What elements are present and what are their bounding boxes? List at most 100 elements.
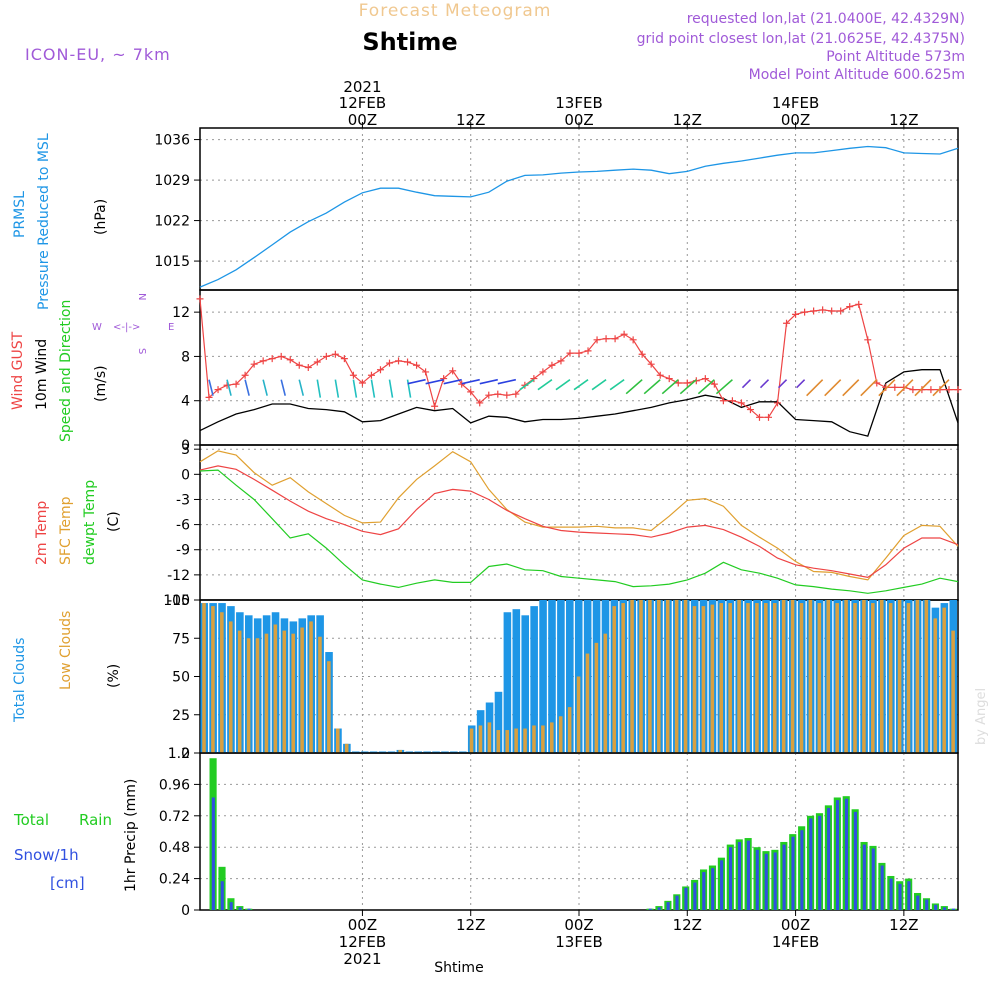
- low-clouds-bar: [335, 728, 340, 753]
- low-clouds-bar: [585, 653, 590, 753]
- wind-direction-arrow: [625, 379, 643, 395]
- snow-bar: [818, 815, 822, 910]
- total-clouds-bar: [378, 751, 387, 753]
- snow-bar: [871, 848, 875, 910]
- low-clouds-bar: [719, 603, 724, 753]
- gust-marker: [259, 357, 267, 365]
- snow-unit: [cm]: [50, 874, 85, 892]
- snow-bar: [684, 887, 688, 910]
- snow-bar: [238, 907, 242, 910]
- snow-bar: [907, 881, 911, 910]
- clouds-unit: (%): [106, 664, 122, 688]
- wind-direction-arrow: [497, 378, 517, 385]
- y-tick-label: 0.48: [159, 840, 190, 856]
- gust-marker: [647, 360, 655, 368]
- gust-marker: [232, 380, 240, 388]
- gust-marker: [620, 330, 628, 338]
- top-date-label: 13FEB: [555, 94, 602, 112]
- wind-direction-arrow: [280, 379, 286, 396]
- direction-label: Speed and Direction: [58, 300, 74, 442]
- prmsl-label: PRMSL: [12, 191, 28, 238]
- watermark: by Angel: [974, 688, 989, 745]
- wind-direction-arrow: [591, 379, 607, 391]
- wind-direction-arrow: [262, 379, 268, 396]
- gust-marker: [954, 386, 962, 394]
- low-clouds-bar: [291, 633, 295, 753]
- low-clouds-bar: [630, 600, 634, 753]
- model-label: ICON-EU, ~ 7km: [25, 45, 171, 64]
- gust-marker: [241, 371, 249, 379]
- gust-marker: [900, 383, 908, 391]
- y-tick-label: 0: [181, 467, 190, 483]
- panel-frame: [199, 444, 959, 601]
- snow-bar: [693, 882, 697, 910]
- top-hour-label: 00Z: [781, 111, 810, 129]
- y-tick-label: 0: [181, 903, 190, 919]
- low-clouds-bar: [648, 600, 652, 753]
- snow-bar: [773, 852, 777, 910]
- y-tick-label: 1022: [154, 214, 190, 230]
- low-clouds-bar: [398, 749, 402, 753]
- snow-bar: [657, 907, 661, 910]
- y-tick-label: 100: [163, 593, 190, 609]
- model-altitude: Model Point Altitude 600.625m: [749, 67, 965, 83]
- total-clouds-bar: [352, 751, 360, 753]
- y-tick-label: 0.72: [159, 809, 190, 825]
- total-clouds-bar: [512, 609, 521, 753]
- y-tick-label: 4: [181, 394, 190, 410]
- gust-marker: [422, 368, 430, 376]
- top-hour-label: 00Z: [348, 111, 377, 129]
- low-clouds-bar: [603, 633, 608, 753]
- low-clouds-bar: [781, 600, 786, 753]
- snow-bar: [791, 836, 795, 910]
- low-clouds-bar: [657, 600, 661, 753]
- total-clouds-label: Total Clouds: [12, 638, 28, 723]
- y-tick-label: 1029: [154, 173, 190, 189]
- wind-unit: (m/s): [93, 365, 109, 402]
- compass-w: W: [92, 322, 102, 333]
- low-clouds-bar: [344, 743, 349, 753]
- low-clouds-bar: [264, 633, 269, 753]
- low-clouds-bar: [737, 600, 741, 753]
- wind-direction-arrow: [643, 379, 661, 395]
- snow-bar: [229, 902, 233, 910]
- total-clouds-bar: [459, 751, 467, 753]
- gust-label: Wind GUST: [10, 331, 26, 410]
- snow-bar: [711, 868, 715, 910]
- low-clouds-bar: [772, 603, 777, 753]
- gust-marker: [539, 368, 547, 376]
- wind-direction-arrow: [715, 379, 733, 395]
- bottom-hour-label: 00Z: [564, 916, 593, 934]
- gust-marker: [719, 397, 727, 405]
- y-tick-label: 1.2: [168, 746, 190, 762]
- total-clouds-bar: [414, 751, 423, 753]
- low-clouds-bar: [665, 600, 670, 753]
- wind-direction-arrow: [370, 379, 376, 398]
- snow-bar: [943, 907, 947, 910]
- low-clouds-bar: [273, 624, 278, 753]
- low-clouds-bar: [844, 600, 848, 753]
- snow-bar: [898, 883, 902, 910]
- low-clouds-bar: [300, 627, 304, 753]
- temp-unit: (C): [106, 511, 122, 532]
- place-title: Shtime: [362, 28, 457, 56]
- low-clouds-bar: [211, 606, 215, 753]
- wind-direction-arrow: [555, 379, 571, 391]
- y-tick-label: 25: [172, 708, 190, 724]
- total-clouds-bar: [450, 751, 458, 753]
- y-tick-label: 0.24: [159, 872, 190, 888]
- y-tick-label: 8: [181, 349, 190, 365]
- rain-label: Rain: [79, 811, 112, 829]
- gust-marker: [512, 390, 520, 398]
- wind-direction-arrow: [479, 378, 498, 385]
- low-clouds-bar: [933, 618, 938, 753]
- gust-marker: [476, 399, 484, 407]
- low-clouds-bar: [237, 630, 242, 753]
- low-clouds-bar: [514, 728, 518, 753]
- wind-direction-arrow: [777, 379, 788, 389]
- y-tick-label: 3: [181, 442, 190, 458]
- wind-direction-arrow: [407, 378, 426, 385]
- low-clouds-bar: [692, 606, 697, 753]
